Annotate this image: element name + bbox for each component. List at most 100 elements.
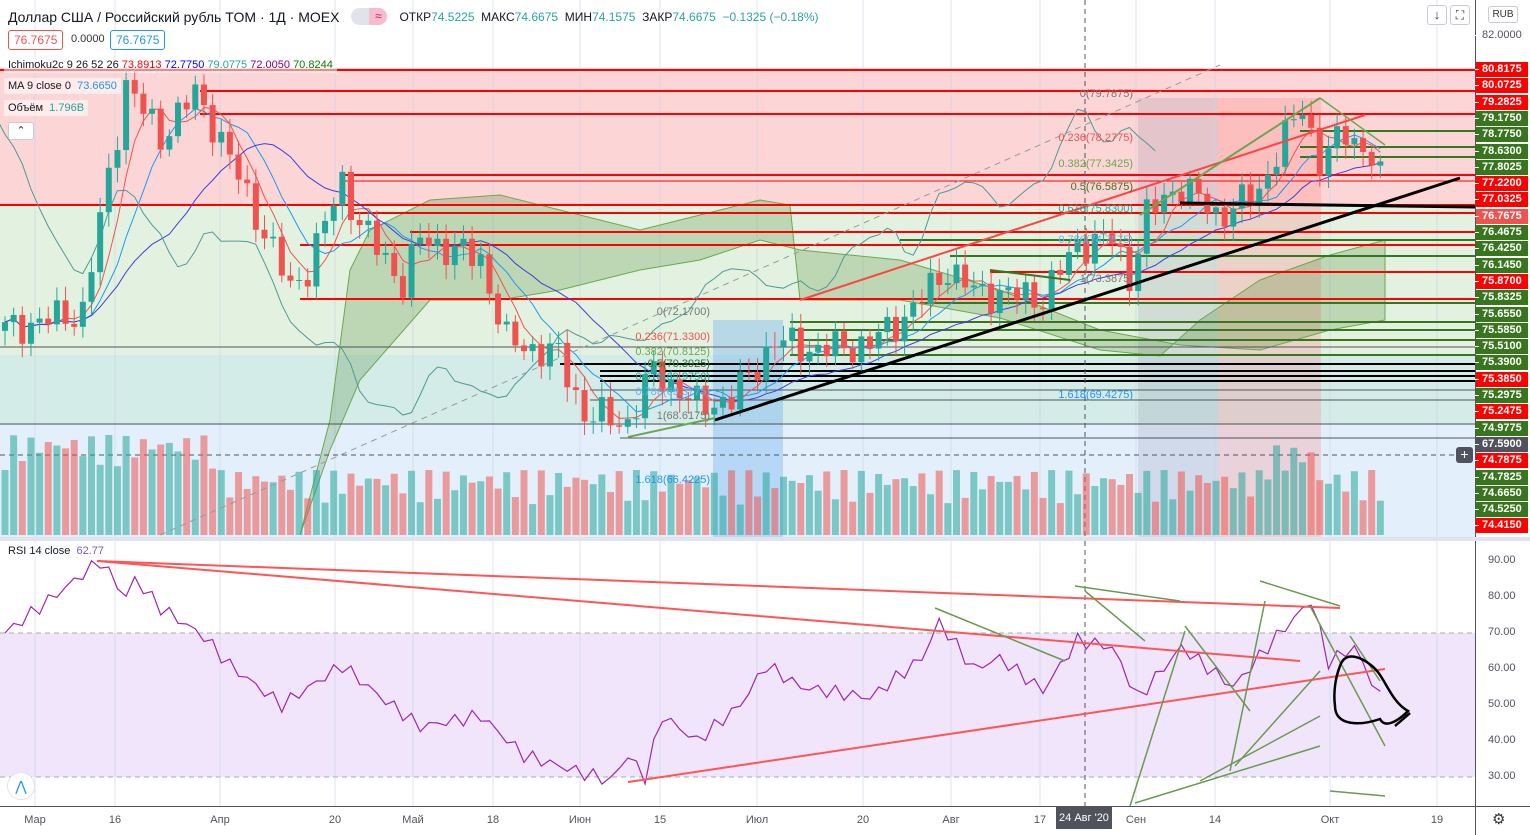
- symbol-title[interactable]: Доллар США / Российский рубль TOM · 1Д ·…: [8, 8, 340, 25]
- compare-toggle[interactable]: ≈: [351, 8, 388, 25]
- candle-body: [175, 102, 181, 137]
- volume-bar: [209, 468, 217, 535]
- volume-bar: [1368, 470, 1376, 535]
- volume-legend[interactable]: Объём 1.796B: [4, 100, 89, 116]
- volume-bar: [754, 496, 762, 535]
- volume-bar: [1212, 480, 1220, 535]
- candle-body: [1126, 246, 1133, 292]
- volume-bar: [364, 478, 372, 535]
- time-tick: Авг: [942, 814, 960, 826]
- volume-bar: [615, 471, 623, 535]
- candle-body: [1342, 126, 1349, 145]
- candle-body: [1377, 161, 1384, 166]
- volume-bar: [598, 474, 606, 535]
- candle-body: [304, 279, 311, 287]
- volume-bar: [1333, 474, 1341, 535]
- fullscreen-button[interactable]: ⛶: [1450, 5, 1470, 25]
- candle-body: [226, 131, 233, 155]
- candle-body: [598, 397, 605, 422]
- volume-bar: [217, 470, 225, 535]
- candle-body: [927, 272, 934, 305]
- sell-button[interactable]: 76.7675: [8, 30, 64, 50]
- add-alert-button[interactable]: +: [1456, 447, 1473, 463]
- time-tick: Июн: [568, 814, 592, 826]
- volume-bar: [1048, 470, 1056, 535]
- candle-body: [469, 238, 476, 267]
- rsi-chart[interactable]: [0, 541, 1475, 806]
- volume-bar: [1264, 479, 1272, 535]
- currency-button[interactable]: RUB: [1488, 6, 1518, 23]
- price-label: 75.2975: [1475, 388, 1528, 403]
- volume-bar: [1108, 479, 1116, 535]
- candle-body: [936, 272, 943, 285]
- candle-body: [607, 397, 614, 426]
- candle-body: [590, 421, 597, 423]
- candle-body: [382, 252, 389, 255]
- hand-drawn-circle: [1333, 655, 1411, 727]
- rsi-legend[interactable]: RSI 14 close 62.77: [4, 543, 109, 559]
- volume-bar: [390, 473, 398, 535]
- candle-body: [399, 276, 406, 298]
- candle-body: [373, 220, 380, 255]
- volume-bar: [105, 435, 113, 535]
- pane-separator[interactable]: [0, 537, 1530, 541]
- volume-bar: [442, 471, 450, 535]
- time-tick: Апр: [210, 814, 230, 826]
- volume-bar: [1082, 473, 1090, 535]
- candle-body: [659, 361, 666, 392]
- fib-level-label: 0.618(69.9750): [635, 371, 710, 383]
- symbol-header: Доллар США / Российский рубль TOM · 1Д ·…: [8, 8, 819, 25]
- volume-bar: [347, 473, 355, 535]
- ichimoku-legend[interactable]: Ichimoku2c 9 26 52 26 73.8913 72.7750 79…: [4, 57, 337, 73]
- rsi-fan-line: [1329, 790, 1386, 797]
- candle-body: [278, 236, 285, 276]
- candle-body: [944, 283, 951, 285]
- price-chart[interactable]: 0(72.1700)0.236(71.3300)0.382(70.8125)0.…: [0, 0, 1475, 537]
- settings-gear-icon[interactable]: ⚙: [1492, 811, 1506, 828]
- buy-button[interactable]: 76.7675: [110, 30, 166, 50]
- rsi-axis[interactable]: [1475, 541, 1530, 806]
- price-label: 75.6550: [1475, 306, 1528, 322]
- fib-level-label: 0.382(70.8125): [635, 346, 710, 358]
- time-tick: 20: [328, 814, 342, 826]
- volume-bar: [788, 480, 796, 535]
- price-label: 74.4150: [1475, 518, 1528, 534]
- volume-bar: [1203, 482, 1211, 535]
- price-label: 74.5250: [1475, 502, 1528, 518]
- volume-bar: [529, 504, 537, 535]
- candle-body: [209, 105, 216, 143]
- tradingview-logo-icon[interactable]: ⋀: [7, 772, 35, 800]
- time-axis[interactable]: [0, 806, 1530, 835]
- volume-bar: [555, 472, 563, 535]
- price-pane[interactable]: 0(72.1700) 0.236(71.3300) 0.382(70.8125) 0.…: [0, 0, 1475, 537]
- candle-body: [270, 236, 277, 239]
- volume-bar: [399, 493, 407, 535]
- volume-bar: [1134, 492, 1142, 535]
- rsi-fan-line: [1129, 630, 1186, 806]
- candle-body: [616, 425, 623, 427]
- candle-body: [1178, 191, 1185, 203]
- scroll-to-latest-button[interactable]: ↓: [1427, 5, 1447, 25]
- candle-body: [823, 344, 830, 357]
- candle-body: [875, 332, 882, 349]
- candle-body: [1360, 138, 1367, 153]
- candle-body: [763, 346, 770, 381]
- rsi-tick: 80.00: [1488, 590, 1516, 602]
- volume-bar: [1074, 494, 1082, 535]
- candle-body: [434, 238, 441, 246]
- rsi-tick: 50.00: [1488, 698, 1516, 710]
- ma-legend[interactable]: MA 9 close 0 73.6650: [4, 78, 121, 94]
- volume-bar: [745, 470, 753, 535]
- price-label: 76.1450: [1475, 257, 1528, 273]
- rsi-pane[interactable]: [0, 541, 1475, 806]
- volume-bar: [1316, 480, 1324, 535]
- candle-body: [2, 322, 8, 331]
- volume-bar: [875, 474, 883, 535]
- volume-bar: [1247, 496, 1255, 535]
- collapse-legend-button[interactable]: ⌃: [8, 122, 34, 140]
- volume-bar: [892, 479, 900, 535]
- volume-bar: [88, 436, 95, 535]
- trend-line: [1139, 97, 1321, 216]
- candle-body: [737, 371, 744, 410]
- volume-bar: [1307, 452, 1315, 535]
